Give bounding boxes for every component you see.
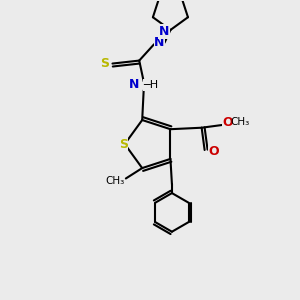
Text: ─H: ─H: [143, 80, 159, 90]
Text: O: O: [223, 116, 233, 129]
Text: CH₃: CH₃: [231, 117, 250, 128]
Text: O: O: [208, 145, 219, 158]
Text: S: S: [100, 57, 109, 70]
Text: S: S: [119, 138, 128, 151]
Text: N: N: [154, 36, 165, 49]
Text: CH₃: CH₃: [105, 176, 124, 187]
Text: N: N: [129, 79, 140, 92]
Text: N: N: [159, 25, 169, 38]
